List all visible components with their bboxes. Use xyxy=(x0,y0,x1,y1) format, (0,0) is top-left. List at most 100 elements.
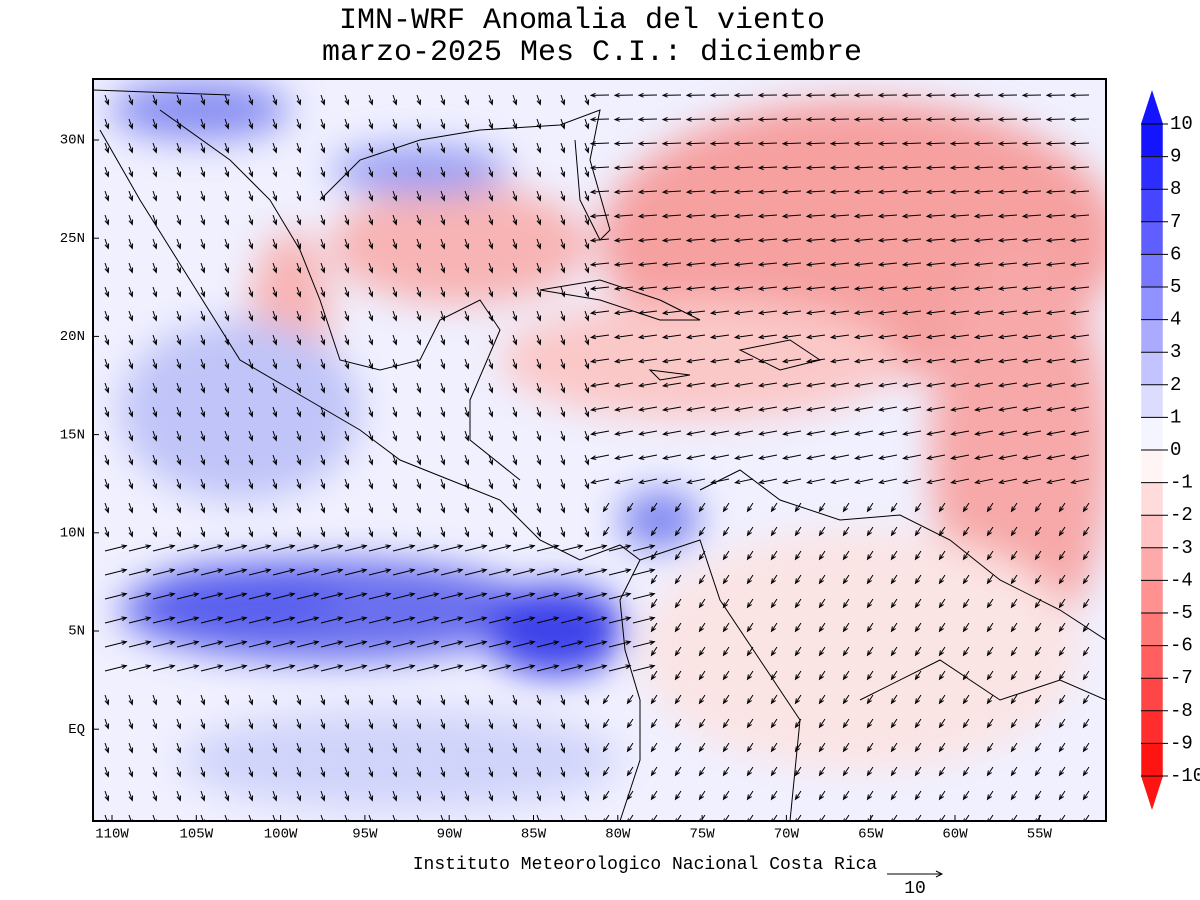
wind-arrow xyxy=(560,694,566,706)
wind-arrow xyxy=(272,640,296,648)
wind-arrow xyxy=(938,718,946,729)
wind-arrow xyxy=(818,766,826,777)
wind-arrow xyxy=(464,286,470,298)
wind-arrow xyxy=(152,94,158,106)
wind-arrow xyxy=(344,742,350,754)
wind-arrow xyxy=(1034,670,1042,681)
wind-arrow xyxy=(890,742,898,753)
wind-arrow xyxy=(1021,382,1042,388)
wind-arrow xyxy=(560,718,566,730)
lon-label: 80W xyxy=(605,827,631,843)
wind-arrow xyxy=(368,790,374,802)
wind-arrow xyxy=(248,406,254,418)
wind-arrow xyxy=(416,694,422,706)
wind-arrow xyxy=(248,142,254,154)
wind-arrow xyxy=(416,118,422,130)
colorbar-box xyxy=(1140,645,1164,679)
wind-arrow xyxy=(770,550,778,561)
wind-arrow xyxy=(320,94,326,106)
wind-arrow xyxy=(818,670,826,681)
wind-arrow xyxy=(248,616,272,624)
wind-arrow xyxy=(1070,454,1090,460)
wind-arrow xyxy=(661,237,682,243)
colorbar-label: 4 xyxy=(1170,309,1181,331)
wind-arrow xyxy=(416,238,422,250)
wind-arrow xyxy=(176,502,182,514)
wind-arrow xyxy=(248,568,272,576)
wind-arrow xyxy=(974,478,994,485)
wind-arrow xyxy=(560,334,566,346)
wind-arrow xyxy=(589,358,610,364)
wind-arrow xyxy=(1022,430,1042,436)
wind-arrow xyxy=(710,478,730,485)
wind-arrow xyxy=(176,616,200,624)
wind-arrow xyxy=(224,358,230,370)
colorbar-box xyxy=(1140,580,1164,614)
wind-arrow xyxy=(512,478,518,490)
wind-arrow xyxy=(938,622,946,633)
wind-arrow xyxy=(344,310,350,322)
wind-arrow xyxy=(632,592,656,600)
wind-arrow xyxy=(584,478,590,490)
wind-arrow xyxy=(632,616,656,624)
wind-arrow xyxy=(973,382,994,388)
wind-arrow xyxy=(674,742,682,753)
wind-arrow xyxy=(1058,718,1066,729)
wind-arrow xyxy=(1045,382,1066,388)
wind-arrow xyxy=(224,694,230,706)
wind-arrow xyxy=(722,622,730,633)
wind-arrow xyxy=(877,286,898,291)
wind-arrow xyxy=(320,430,326,442)
wind-arrow xyxy=(488,742,494,754)
wind-arrow xyxy=(914,598,922,609)
wind-arrow xyxy=(902,430,922,436)
wind-arrow xyxy=(512,286,518,298)
wind-arrow xyxy=(757,286,778,291)
wind-arrow xyxy=(637,310,658,316)
wind-arrow xyxy=(950,478,970,485)
wind-arrow xyxy=(709,310,730,316)
wind-arrow xyxy=(794,526,802,537)
wind-arrow xyxy=(440,640,464,648)
wind-arrow xyxy=(637,286,658,291)
wind-arrow xyxy=(877,261,898,267)
wind-arrow xyxy=(176,286,182,298)
wind-arrow xyxy=(1082,526,1090,537)
wind-arrow xyxy=(248,544,272,552)
wind-arrow xyxy=(949,165,970,171)
wind-arrow xyxy=(296,742,302,754)
wind-arrow xyxy=(512,592,536,600)
wind-arrow xyxy=(842,742,850,753)
wind-arrow xyxy=(464,214,470,226)
wind-arrow xyxy=(1045,141,1066,146)
wind-arrow xyxy=(709,92,730,98)
wind-arrow xyxy=(997,213,1018,219)
wind-arrow xyxy=(200,166,206,178)
wind-arrow xyxy=(890,622,898,633)
wind-arrow xyxy=(614,478,634,485)
wind-arrow xyxy=(440,190,446,202)
wind-arrow xyxy=(1010,718,1018,729)
wind-arrow xyxy=(890,526,898,537)
lat-label: 25N xyxy=(60,231,85,247)
wind-arrow xyxy=(416,94,422,106)
wind-arrow xyxy=(1069,237,1090,243)
wind-arrow xyxy=(272,742,278,754)
wind-arrow xyxy=(938,790,946,801)
wind-arrow xyxy=(176,190,182,202)
wind-arrow xyxy=(416,166,422,178)
wind-arrow xyxy=(757,406,778,412)
wind-arrow xyxy=(1082,574,1090,585)
wind-arrow xyxy=(488,118,494,130)
wind-arrow xyxy=(709,286,730,291)
wind-arrow xyxy=(464,118,470,130)
wind-arrow xyxy=(368,310,374,322)
wind-arrow xyxy=(320,568,344,576)
wind-arrow xyxy=(829,141,850,146)
wind-arrow xyxy=(344,814,350,821)
wind-arrow xyxy=(890,646,898,657)
lon-label: 90W xyxy=(437,827,463,843)
wind-arrow xyxy=(560,526,566,538)
wind-arrow xyxy=(464,454,470,466)
